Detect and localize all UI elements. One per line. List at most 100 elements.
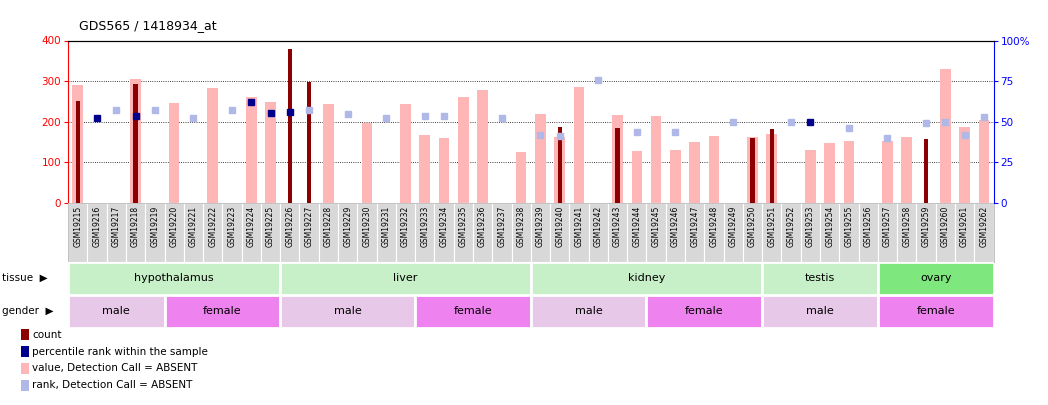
Bar <box>769 129 773 203</box>
Bar <box>21 329 29 340</box>
Text: GSM19241: GSM19241 <box>574 206 584 247</box>
Bar <box>72 85 83 203</box>
Text: male: male <box>334 307 362 316</box>
Bar <box>569 203 589 262</box>
Bar <box>916 203 936 262</box>
Bar <box>222 203 242 262</box>
Text: ovary: ovary <box>920 273 952 283</box>
Text: GSM19248: GSM19248 <box>709 206 719 247</box>
Bar <box>554 137 565 203</box>
Bar <box>130 79 140 203</box>
Bar <box>747 137 758 203</box>
Bar <box>608 203 627 262</box>
Bar <box>126 203 146 262</box>
Text: GSM19223: GSM19223 <box>227 206 237 247</box>
Bar <box>208 88 218 203</box>
Text: GSM19245: GSM19245 <box>652 206 660 247</box>
Bar <box>820 203 839 262</box>
Bar <box>647 295 762 328</box>
Bar <box>858 203 878 262</box>
Bar <box>550 203 569 262</box>
Text: GSM19217: GSM19217 <box>112 206 121 247</box>
Bar <box>396 203 415 262</box>
Text: testis: testis <box>805 273 835 283</box>
Text: GSM19260: GSM19260 <box>941 206 949 247</box>
Text: GDS565 / 1418934_at: GDS565 / 1418934_at <box>79 19 216 32</box>
Bar <box>975 203 994 262</box>
Bar <box>246 97 257 203</box>
Bar <box>415 203 435 262</box>
Text: female: female <box>454 307 493 316</box>
Bar <box>940 69 951 203</box>
Text: GSM19249: GSM19249 <box>728 206 738 247</box>
Bar <box>323 104 333 203</box>
Text: male: male <box>103 307 130 316</box>
Text: GSM19239: GSM19239 <box>536 206 545 247</box>
Bar <box>901 137 912 203</box>
Text: GSM19257: GSM19257 <box>883 206 892 247</box>
Bar <box>979 120 989 203</box>
Text: GSM19240: GSM19240 <box>555 206 564 247</box>
Bar <box>766 134 778 203</box>
Text: GSM19251: GSM19251 <box>767 206 777 247</box>
Text: GSM19218: GSM19218 <box>131 206 140 247</box>
Text: GSM19229: GSM19229 <box>343 206 352 247</box>
Bar <box>319 203 339 262</box>
Text: GSM19247: GSM19247 <box>691 206 699 247</box>
Bar <box>21 346 29 357</box>
Bar <box>955 203 975 262</box>
Bar <box>68 262 280 295</box>
Bar <box>762 203 782 262</box>
Bar <box>825 143 835 203</box>
Text: male: male <box>806 307 834 316</box>
Bar <box>68 203 87 262</box>
Bar <box>493 203 511 262</box>
Text: GSM19232: GSM19232 <box>401 206 410 247</box>
Text: GSM19230: GSM19230 <box>363 206 371 247</box>
Text: GSM19243: GSM19243 <box>613 206 623 247</box>
Text: GSM19222: GSM19222 <box>209 206 217 247</box>
Bar <box>647 203 665 262</box>
Bar <box>400 104 411 203</box>
Bar <box>280 262 530 295</box>
Bar <box>21 380 29 391</box>
Text: GSM19227: GSM19227 <box>305 206 313 247</box>
Text: GSM19235: GSM19235 <box>459 206 467 247</box>
Bar <box>133 84 137 203</box>
Bar <box>300 203 319 262</box>
Bar <box>280 295 415 328</box>
Bar <box>87 203 107 262</box>
Text: count: count <box>32 330 62 339</box>
Bar <box>632 151 642 203</box>
Text: GSM19244: GSM19244 <box>632 206 641 247</box>
Text: GSM19216: GSM19216 <box>92 206 102 247</box>
Bar <box>690 142 700 203</box>
Text: GSM19261: GSM19261 <box>960 206 969 247</box>
Bar <box>924 139 929 203</box>
Bar <box>473 203 493 262</box>
Bar <box>959 127 969 203</box>
Bar <box>882 141 893 203</box>
Text: GSM19250: GSM19250 <box>748 206 757 247</box>
Text: male: male <box>574 307 603 316</box>
Text: kidney: kidney <box>628 273 665 283</box>
Bar <box>439 138 450 203</box>
Text: female: female <box>916 307 955 316</box>
Bar <box>516 152 526 203</box>
Text: GSM19237: GSM19237 <box>498 206 506 247</box>
Text: GSM19225: GSM19225 <box>266 206 275 247</box>
Bar <box>458 97 468 203</box>
Text: GSM19219: GSM19219 <box>150 206 159 247</box>
Bar <box>68 295 165 328</box>
Bar <box>704 203 723 262</box>
Bar <box>203 203 222 262</box>
Bar <box>165 295 280 328</box>
Bar <box>183 203 203 262</box>
Text: GSM19234: GSM19234 <box>439 206 449 247</box>
Text: hypothalamus: hypothalamus <box>134 273 214 283</box>
Bar <box>419 135 430 203</box>
Text: GSM19233: GSM19233 <box>420 206 430 247</box>
Bar <box>261 203 280 262</box>
Bar <box>107 203 126 262</box>
Bar <box>573 87 585 203</box>
